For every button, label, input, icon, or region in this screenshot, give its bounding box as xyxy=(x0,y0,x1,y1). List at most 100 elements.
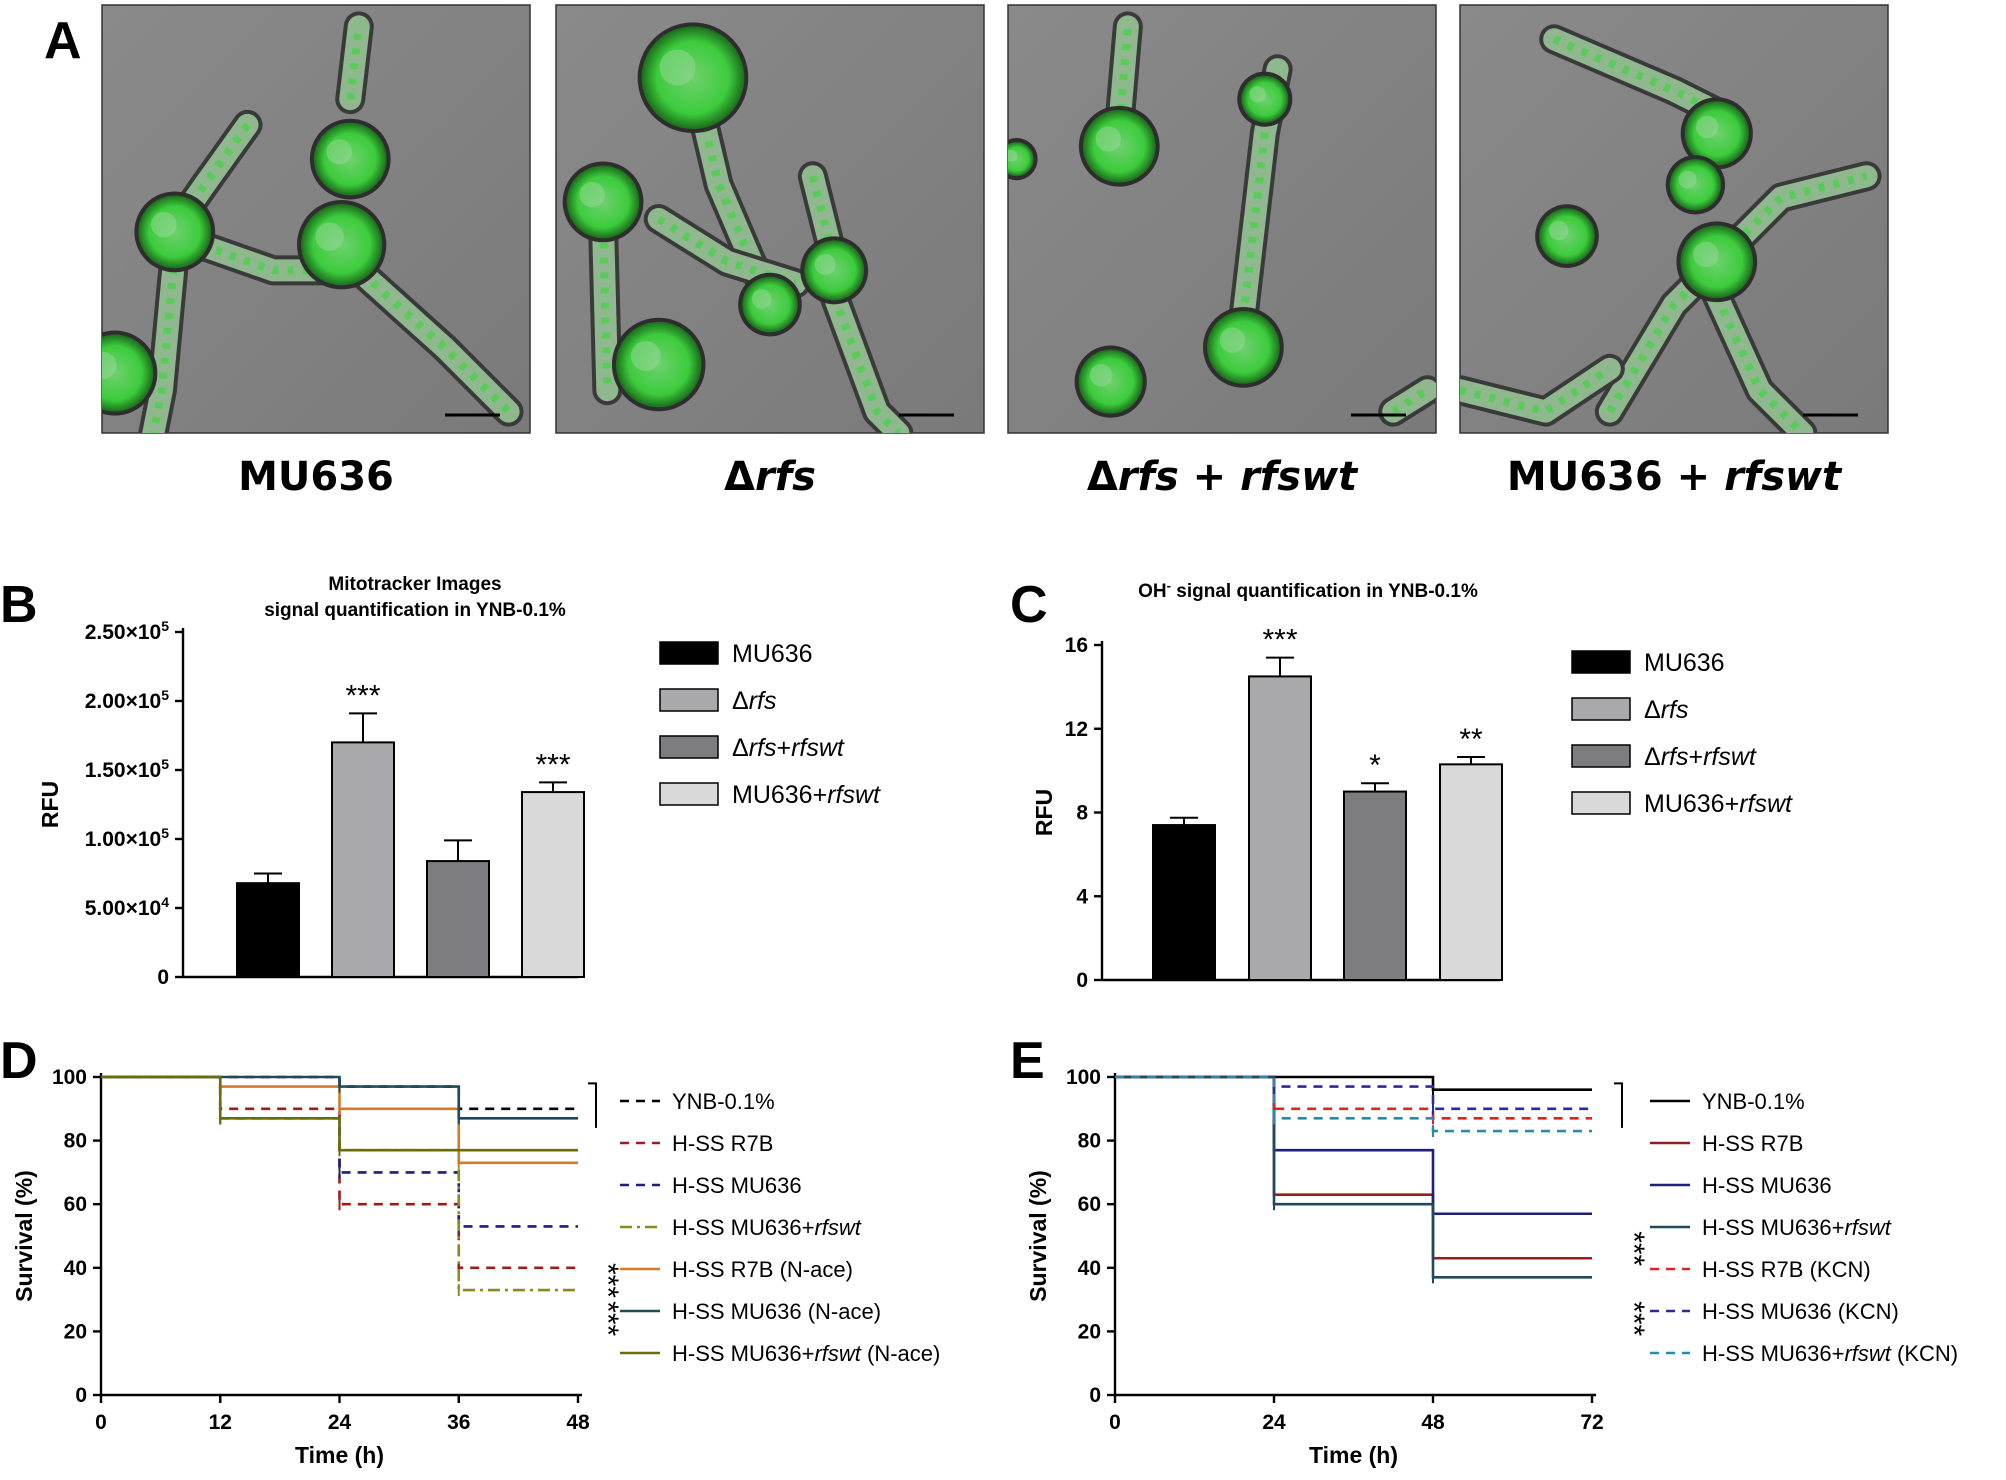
y-tick-label: 0 xyxy=(1076,969,1088,992)
y-tick-label: 8 xyxy=(1076,802,1088,825)
cell-texture xyxy=(1219,327,1246,353)
bar-3 xyxy=(1343,790,1407,981)
spore-cell xyxy=(138,195,212,269)
legend-label: YNB-0.1% xyxy=(672,1089,775,1114)
x-tick-label: 24 xyxy=(1262,1411,1286,1434)
bar-1 xyxy=(1152,824,1216,981)
legend-label: H-SS MU636 (N-ace) xyxy=(672,1299,881,1324)
series-line-4 xyxy=(1115,1075,1592,1279)
legend-label: Δrfs+rfswt xyxy=(732,734,845,762)
series-line-7 xyxy=(101,1075,578,1152)
x-axis-label: Time (h) xyxy=(295,1442,384,1468)
legend-swatch xyxy=(1571,650,1631,674)
y-tick-label: 80 xyxy=(1078,1130,1101,1153)
significance-bracket xyxy=(1614,1082,1623,1128)
x-tick-label: 48 xyxy=(566,1411,590,1434)
legend-label: YNB-0.1% xyxy=(1702,1089,1805,1114)
legend-label: MU636 xyxy=(732,640,813,668)
legend-swatch xyxy=(1571,791,1631,815)
y-axis-label: RFU xyxy=(1031,789,1057,836)
panel-letter-a: A xyxy=(44,12,82,70)
spore-cell xyxy=(1539,208,1595,264)
bar-2 xyxy=(1248,675,1312,981)
hypha-signal xyxy=(346,25,363,100)
cell-texture xyxy=(579,181,605,208)
micrograph-caption: Δrfs + rfswt xyxy=(1087,454,1359,500)
cell-texture xyxy=(102,351,117,379)
chart-title: OH- signal quantification in YNB-0.1% xyxy=(1138,578,1478,603)
legend-swatch xyxy=(1571,744,1631,768)
series-line-3 xyxy=(1115,1075,1592,1216)
legend-swatch xyxy=(1571,697,1631,721)
spore-cell xyxy=(1082,109,1156,183)
bar-1 xyxy=(236,882,300,978)
y-tick-label: 16 xyxy=(1065,634,1088,657)
micrograph-caption: Δrfs xyxy=(724,454,816,500)
y-tick-label: 40 xyxy=(64,1257,87,1280)
panel-letter-b: B xyxy=(0,576,38,634)
significance-mark: *** xyxy=(591,1301,624,1336)
cell-texture xyxy=(1089,363,1113,387)
micrograph-3: Δrfs + rfswt xyxy=(1007,4,1437,500)
y-tick-label: 2.00×105 xyxy=(85,687,170,713)
legend-label: Δrfs xyxy=(1644,696,1688,724)
hypha-signal xyxy=(149,252,179,433)
cell-texture xyxy=(659,49,696,86)
y-tick-label: 0 xyxy=(1089,1384,1101,1407)
chart-title: Mitotracker Images xyxy=(328,574,501,595)
legend-label: MU636+rfswt xyxy=(732,781,881,809)
micrograph-1: MU636 xyxy=(101,4,531,500)
y-tick-label: 4 xyxy=(1076,885,1088,908)
micrograph-content xyxy=(562,22,914,433)
hypha-signal xyxy=(1391,386,1430,415)
spore-cell xyxy=(102,334,154,412)
hypha-signal xyxy=(186,236,512,415)
significance-mark: *** xyxy=(1617,1301,1650,1336)
bar-4 xyxy=(1439,763,1503,981)
y-tick-label: 80 xyxy=(64,1130,87,1153)
x-tick-label: 36 xyxy=(447,1411,470,1434)
legend-label: H-SS MU636 (KCN) xyxy=(1702,1299,1899,1324)
spore-cell xyxy=(1078,349,1143,414)
spore-cell xyxy=(566,165,640,239)
micrograph-content xyxy=(102,11,524,433)
panel-letter-c: C xyxy=(1010,576,1048,634)
y-axis-label: Survival (%) xyxy=(1025,1170,1051,1302)
spore-cell xyxy=(641,26,745,130)
y-tick-label: 100 xyxy=(1066,1066,1101,1089)
cell-texture xyxy=(315,222,344,251)
series-line-6 xyxy=(1115,1075,1592,1111)
micrograph-content xyxy=(1460,24,1882,433)
micrograph-4: MU636 + rfswt xyxy=(1459,4,1889,500)
hypha-signal xyxy=(656,215,797,288)
spore-cell xyxy=(804,240,865,301)
significance-mark: *** xyxy=(345,679,380,712)
micrograph-caption: MU636 + rfswt xyxy=(1507,454,1843,500)
spore-cell xyxy=(313,122,387,196)
legend-label: MU636+rfswt xyxy=(1644,790,1793,818)
cell-texture xyxy=(751,289,772,309)
significance-mark: ** xyxy=(1459,723,1483,756)
legend-swatch xyxy=(659,782,719,806)
legend-label: MU636 xyxy=(1644,649,1725,677)
significance-mark: *** xyxy=(1617,1231,1650,1266)
legend-label: H-SS MU636+rfswt xyxy=(1702,1215,1892,1240)
cell-texture xyxy=(1095,126,1122,152)
x-tick-label: 0 xyxy=(95,1411,107,1434)
series-line-5 xyxy=(1115,1075,1592,1120)
significance-bracket xyxy=(588,1082,597,1128)
legend-swatch xyxy=(659,641,719,665)
y-axis-label: Survival (%) xyxy=(11,1170,37,1302)
legend-label: H-SS MU636+rfswt (KCN) xyxy=(1702,1341,1958,1366)
legend-label: H-SS R7B (N-ace) xyxy=(672,1257,853,1282)
significance-mark: * xyxy=(1369,749,1381,782)
legend-label: H-SS MU636 xyxy=(1702,1173,1832,1198)
y-tick-label: 60 xyxy=(64,1193,87,1216)
bar-3 xyxy=(426,860,490,979)
y-tick-label: 1.50×105 xyxy=(85,756,170,782)
legend-label: H-SS R7B (KCN) xyxy=(1702,1257,1871,1282)
y-tick-label: 12 xyxy=(1065,718,1088,741)
y-tick-label: 20 xyxy=(1078,1320,1101,1343)
cell-texture xyxy=(1249,86,1266,103)
